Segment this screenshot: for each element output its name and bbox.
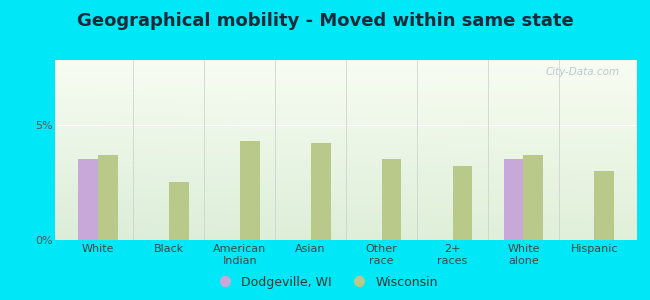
Bar xyxy=(240,141,259,240)
Bar xyxy=(311,143,330,240)
Bar xyxy=(382,159,402,240)
Bar xyxy=(452,166,473,240)
Bar xyxy=(595,171,614,240)
Text: City-Data.com: City-Data.com xyxy=(545,67,619,77)
Bar xyxy=(98,154,118,240)
Bar xyxy=(169,182,188,240)
Legend: Dodgeville, WI, Wisconsin: Dodgeville, WI, Wisconsin xyxy=(207,271,443,294)
Bar xyxy=(504,159,523,240)
Bar xyxy=(78,159,98,240)
Bar xyxy=(523,154,543,240)
Text: Geographical mobility - Moved within same state: Geographical mobility - Moved within sam… xyxy=(77,12,573,30)
